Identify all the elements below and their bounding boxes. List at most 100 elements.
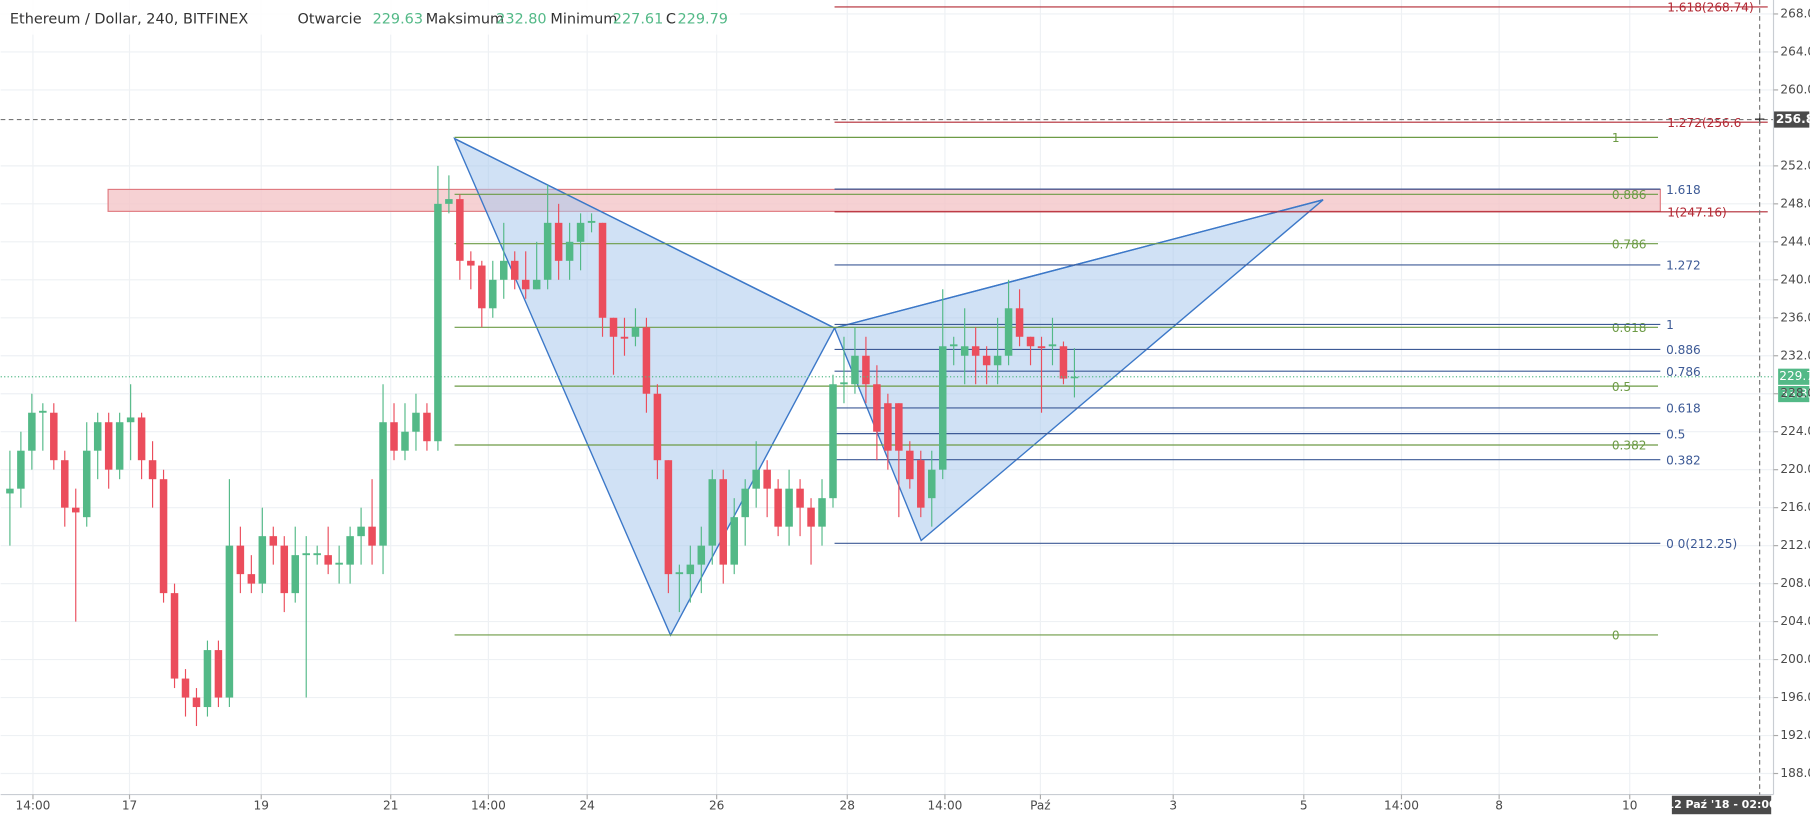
y-tick-label: 216.00 [1780, 500, 1810, 514]
candle-body [840, 382, 848, 385]
fib-label: 0.382 [1666, 453, 1701, 467]
candle-body [1070, 376, 1079, 379]
fib-label: 0.618 [1666, 402, 1701, 416]
x-tick-label: 8 [1495, 799, 1503, 813]
symbol: Ethereum / Dollar, 240, BITFINEX [10, 12, 248, 28]
x-tick-label: 14:00 [927, 799, 962, 813]
candle-body [335, 562, 343, 565]
candle-body [730, 517, 738, 565]
y-tick-label: 268.00 [1780, 6, 1810, 20]
x-tick-label: 17 [122, 799, 137, 813]
candle-body [258, 536, 267, 584]
candle-body [17, 450, 25, 489]
fib-label: 1(247.16) [1667, 205, 1727, 219]
y-tick-label: 220.00 [1780, 462, 1810, 476]
candle-body [752, 469, 760, 489]
candle-body [906, 450, 914, 480]
close-value: 229.79 [677, 12, 727, 28]
x-tick-label: 21 [383, 799, 398, 813]
candle-body [686, 564, 695, 575]
candle-body [170, 593, 179, 679]
y-tick-label: 264.00 [1780, 44, 1810, 58]
crosshair-box [1773, 111, 1810, 128]
countdown-box [1778, 385, 1810, 403]
x-tick-label: 14:00 [16, 799, 51, 813]
candle-body [895, 403, 903, 451]
crosshair-plus: + [1753, 110, 1766, 128]
candle-body [818, 498, 826, 527]
fib-label: 0.5 [1666, 427, 1685, 441]
candles [6, 165, 1079, 727]
candle-body [379, 422, 387, 546]
candle-body [785, 488, 793, 527]
close-label: C [666, 12, 676, 28]
candle-body [500, 260, 508, 280]
candle-body [302, 553, 310, 556]
fib-label: 0 0(212.25) [1666, 537, 1737, 551]
candle-body [642, 327, 651, 394]
candle-body [873, 384, 881, 432]
candle-body [324, 555, 332, 565]
fib-label: 0.786 [1666, 365, 1701, 379]
candle-body [126, 417, 135, 423]
candle-body [587, 220, 596, 223]
fib-label: 1 [1612, 131, 1620, 145]
open-label: Otwarcie [298, 12, 362, 28]
countdown: 33:32 [1780, 387, 1810, 401]
fib-label: 0.618 [1612, 321, 1647, 335]
candle-body [423, 412, 431, 442]
candle-body [368, 526, 376, 546]
candle-body [609, 317, 618, 337]
fib-label: 1.272 [1666, 259, 1701, 273]
candle-body [291, 555, 299, 594]
candle-body [971, 346, 980, 356]
y-tick-label: 260.00 [1780, 82, 1810, 96]
candle-body [1015, 308, 1024, 337]
y-tick-label: 236.00 [1780, 310, 1810, 324]
candle-body [829, 384, 837, 499]
fib-label: 1.618(268.74) [1667, 1, 1754, 15]
candle-body [6, 488, 14, 494]
high-label: Maksimum [426, 12, 504, 28]
candle-body [313, 553, 321, 556]
candle-body [554, 222, 563, 261]
candle-body [346, 536, 354, 565]
candle-body [1004, 308, 1013, 356]
y-tick-label: 212.00 [1780, 538, 1810, 552]
candle-body [521, 279, 530, 290]
y-tick-label: 228.00 [1780, 386, 1810, 400]
candle-body [82, 450, 91, 518]
candle-body [236, 545, 245, 575]
candle-body [225, 545, 234, 698]
x-tick-label: 10 [1622, 799, 1637, 813]
y-tick-label: 192.00 [1780, 728, 1810, 742]
pattern-xb [454, 137, 835, 329]
open-value: 229.63 [373, 12, 423, 28]
candle-body [917, 460, 925, 508]
candle-body [478, 265, 486, 309]
candle-body [1059, 346, 1068, 379]
y-tick-label: 232.00 [1780, 348, 1810, 362]
high-value: 232.80 [496, 12, 546, 28]
candle-body [148, 460, 157, 480]
candle-body [412, 412, 420, 432]
last-price-box [1778, 368, 1810, 385]
candle-body [697, 545, 706, 565]
low-value: 227.61 [613, 12, 663, 28]
y-tick-label: 248.00 [1780, 196, 1810, 210]
x-tick-label: Paź [1030, 799, 1051, 813]
candle-body [928, 469, 936, 499]
candle-body [390, 422, 398, 451]
candle-body [807, 507, 815, 527]
candle-body [719, 479, 728, 565]
candle-body [357, 526, 365, 537]
candle-body [203, 650, 212, 708]
candle-body [434, 203, 442, 442]
y-tick-label: 188.00 [1780, 766, 1810, 780]
candle-body [401, 431, 409, 451]
candle-body [137, 417, 146, 461]
candle-body [708, 479, 717, 546]
fib-label: 1 [1666, 318, 1674, 332]
candle-body [862, 355, 870, 385]
fib-label: 0.886 [1612, 188, 1647, 202]
